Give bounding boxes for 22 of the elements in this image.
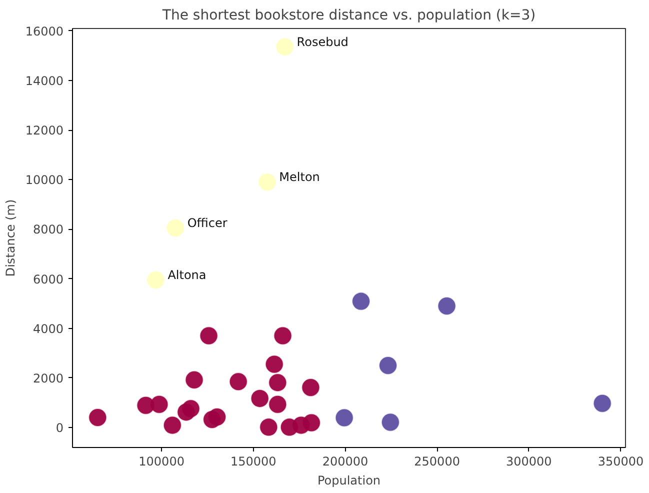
y-tick-label: 12000 xyxy=(25,124,64,138)
y-tick-label: 0 xyxy=(56,420,64,435)
y-tick-label: 16000 xyxy=(25,24,64,38)
annotation: Altona xyxy=(168,268,206,282)
y-tick-label: 10000 xyxy=(25,173,64,188)
y-tick-label: 14000 xyxy=(25,74,64,88)
x-tick-label: 250000 xyxy=(414,454,460,468)
y-tick-label: 6000 xyxy=(32,272,64,286)
x-tick-label: 150000 xyxy=(230,454,276,468)
annotation: Officer xyxy=(187,216,228,230)
chart-title: The shortest bookstore distance vs. population (k=3) xyxy=(161,8,536,24)
annotation: Rosebud xyxy=(296,34,348,49)
x-tick-label: 300000 xyxy=(506,454,552,468)
y-tick-label: 8000 xyxy=(32,222,64,237)
y-tick-label: 4000 xyxy=(32,322,64,336)
x-axis-title: Population xyxy=(317,474,381,488)
y-axis-title: Distance (m) xyxy=(3,199,18,277)
x-tick-label: 350000 xyxy=(598,454,644,468)
annotation: Melton xyxy=(279,170,320,184)
y-tick-label: 2000 xyxy=(32,371,64,386)
x-tick-label: 200000 xyxy=(322,454,368,468)
x-tick-label: 100000 xyxy=(138,454,184,468)
